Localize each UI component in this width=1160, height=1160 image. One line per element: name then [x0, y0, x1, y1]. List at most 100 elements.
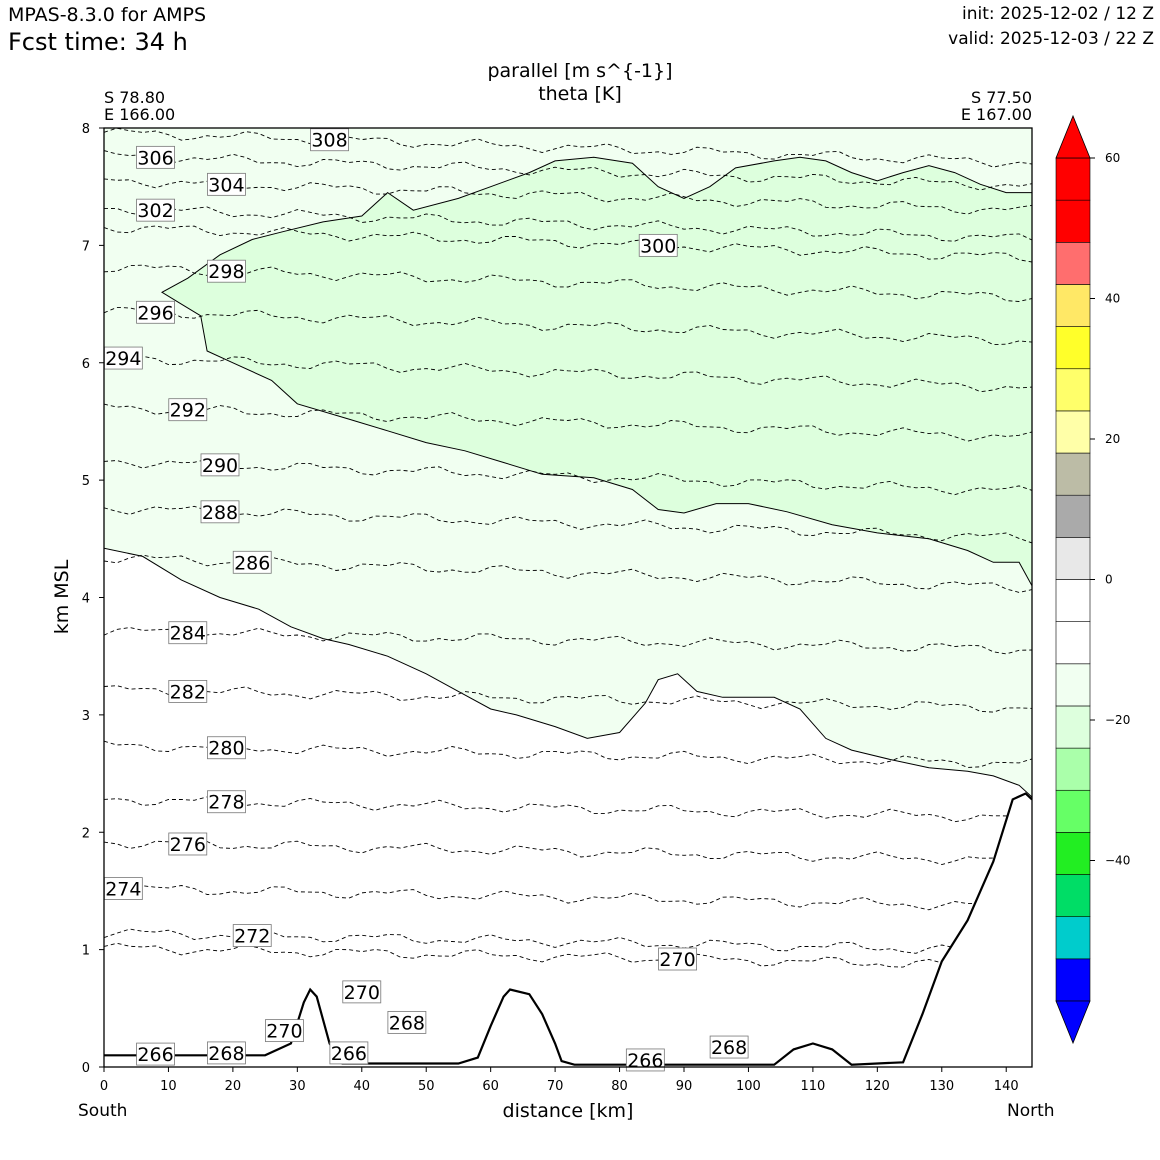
theta-label-box — [136, 1042, 175, 1066]
x-tick-label: 130 — [929, 1079, 954, 1094]
colorbar-segment — [1055, 326, 1091, 370]
x-tick-label: 30 — [289, 1079, 306, 1094]
theta-label-box — [200, 453, 240, 477]
theta-label-box — [207, 1041, 246, 1065]
forecast-time: Fcst time: 34 h — [8, 28, 188, 56]
x-axis-label: distance [km] — [502, 1100, 634, 1122]
colorbar-segment — [1055, 789, 1091, 833]
theta-contour-line — [104, 178, 1032, 215]
y-tick-label: 7 — [82, 239, 90, 254]
theta-label: 276 — [168, 832, 208, 856]
colorbar-segment — [1055, 874, 1091, 917]
theta-label-box — [168, 621, 208, 645]
colorbar-segment — [1055, 494, 1091, 538]
north-end-label: North — [1007, 1101, 1055, 1121]
theta-label-text: 278 — [208, 792, 244, 814]
theta-contour-line — [104, 885, 1032, 912]
theta-label-text: 300 — [640, 235, 676, 257]
theta-label-box — [136, 198, 175, 222]
y-tick-label: 5 — [82, 474, 90, 489]
theta-label-text: 282 — [170, 681, 206, 703]
colorbar-tick-label: 20 — [1105, 432, 1120, 446]
colorbar-segment — [1055, 579, 1091, 622]
colorbar-tick-label: 40 — [1105, 292, 1120, 306]
theta-label-box — [207, 259, 246, 283]
colorbar-segment — [1055, 747, 1091, 791]
colorbar-segment — [1055, 621, 1091, 665]
theta-label: 280 — [207, 736, 246, 760]
theta-label: 270 — [658, 947, 697, 971]
theta-label-text: 270 — [266, 1021, 302, 1043]
theta-contour-line — [104, 740, 1032, 768]
theta-label: 268 — [709, 1035, 749, 1059]
colorbar-segment — [1055, 663, 1091, 707]
colorbar-extend-low — [1055, 1000, 1091, 1045]
theta-label: 292 — [168, 398, 208, 422]
theta-label-text: 268 — [389, 1012, 425, 1034]
theta-label-box — [638, 233, 678, 257]
y-tick-label: 1 — [82, 944, 90, 959]
theta-label: 296 — [136, 300, 175, 324]
theta-label-box — [310, 128, 349, 152]
terrain-fill — [104, 793, 1032, 1067]
theta-label-text: 268 — [711, 1037, 747, 1059]
theta-label: 266 — [329, 1041, 369, 1065]
x-tick-label: 120 — [865, 1079, 890, 1094]
theta-label-text: 272 — [234, 926, 270, 948]
y-tick-label: 0 — [82, 1061, 90, 1076]
left-end-coordinates: S 78.80 E 166.00 — [104, 89, 175, 123]
colorbar-segment — [1055, 199, 1091, 243]
colorbar-segment — [1055, 705, 1091, 749]
theta-label-box — [136, 145, 175, 169]
theta-label: 278 — [207, 790, 246, 814]
theta-label: 284 — [168, 621, 208, 645]
theta-label-box — [207, 736, 246, 760]
terrain-layer — [104, 792, 1032, 1067]
theta-label-text: 286 — [234, 552, 270, 574]
theta-contour-line — [104, 206, 1032, 242]
colorbar-segment — [1055, 832, 1091, 875]
theta-label-text: 288 — [202, 502, 238, 524]
theta-label-text: 298 — [208, 261, 244, 283]
theta-labels: 308 306 304 302 300 298 296 294 292 290 288 286 284 2… — [103, 128, 749, 1072]
theta-label-text: 284 — [170, 623, 206, 645]
theta-label-box — [136, 300, 175, 324]
theta-label-box — [265, 1019, 304, 1043]
theta-label: 302 — [136, 198, 175, 222]
colorbar-segment — [1055, 410, 1091, 454]
valid-time: valid: 2025-12-03 / 22 Z — [948, 29, 1154, 49]
theta-label-box — [168, 680, 208, 703]
y-tick-label: 4 — [82, 592, 90, 607]
theta-label: 274 — [103, 877, 143, 901]
x-tick-label: 0 — [100, 1079, 108, 1094]
theta-label-text: 270 — [659, 949, 695, 971]
wind-fill-medium — [162, 157, 1032, 586]
theta-label: 268 — [387, 1010, 427, 1034]
theta-label-box — [342, 980, 382, 1004]
theta-label-box — [207, 790, 246, 814]
theta-label-text: 294 — [105, 348, 141, 370]
theta-label-text: 306 — [137, 147, 173, 169]
colorbar-segment — [1055, 958, 1091, 1002]
wind-fill-layer — [104, 128, 1032, 798]
theta-label-text: 268 — [208, 1043, 244, 1065]
theta-contours — [104, 128, 1032, 972]
south-end-label: South — [78, 1101, 128, 1121]
theta-contour-line — [104, 128, 1032, 168]
theta-contour-line — [104, 403, 1032, 442]
theta-label-text: 270 — [344, 982, 380, 1004]
x-tick-label: 100 — [736, 1079, 761, 1094]
y-tick-label: 8 — [82, 122, 90, 137]
x-tick-label: 90 — [676, 1079, 693, 1094]
theta-label-text: 266 — [137, 1044, 173, 1066]
theta-label-box — [168, 398, 208, 422]
theta-label-text: 280 — [208, 738, 244, 760]
theta-label-text: 290 — [202, 455, 238, 477]
theta-label-box — [387, 1010, 427, 1034]
theta-label-box — [168, 832, 208, 856]
x-tick-label: 40 — [354, 1079, 371, 1094]
theta-label: 272 — [232, 924, 272, 948]
theta-label: 294 — [103, 346, 143, 370]
theta-label-box — [232, 550, 272, 574]
